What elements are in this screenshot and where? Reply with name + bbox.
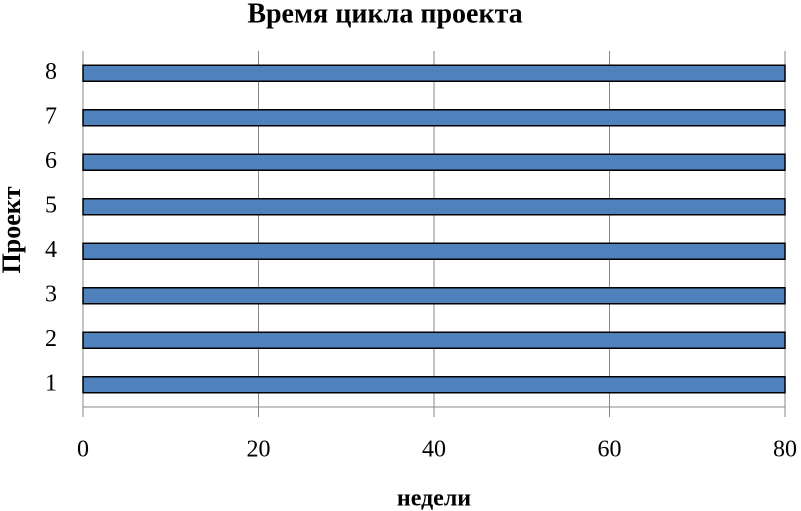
x-tick-label: 40: [422, 437, 446, 463]
bar: [82, 64, 786, 82]
y-tick-label: 8: [45, 59, 57, 85]
bar: [82, 287, 786, 305]
y-tick-label: 5: [45, 192, 57, 218]
y-tick-label: 2: [45, 326, 57, 352]
bar: [82, 331, 786, 349]
x-tick-label: 20: [247, 437, 271, 463]
bar: [82, 109, 786, 127]
y-tick-label: 6: [45, 148, 57, 174]
bar: [82, 153, 786, 171]
y-tick-label: 3: [45, 281, 57, 307]
y-axis-title: Проект: [0, 186, 26, 273]
x-tick-label: 80: [773, 437, 797, 463]
y-tick-label: 7: [45, 103, 57, 129]
y-tick-label: 4: [45, 237, 57, 263]
y-tick-label: 1: [45, 370, 57, 396]
x-tick-label: 60: [598, 437, 622, 463]
x-axis-title: недели: [397, 486, 471, 511]
x-tick-label: 0: [77, 437, 89, 463]
chart-title: Время цикла проекта: [247, 0, 522, 29]
bar: [82, 242, 786, 260]
bar: [82, 198, 786, 216]
bar: [82, 376, 786, 394]
